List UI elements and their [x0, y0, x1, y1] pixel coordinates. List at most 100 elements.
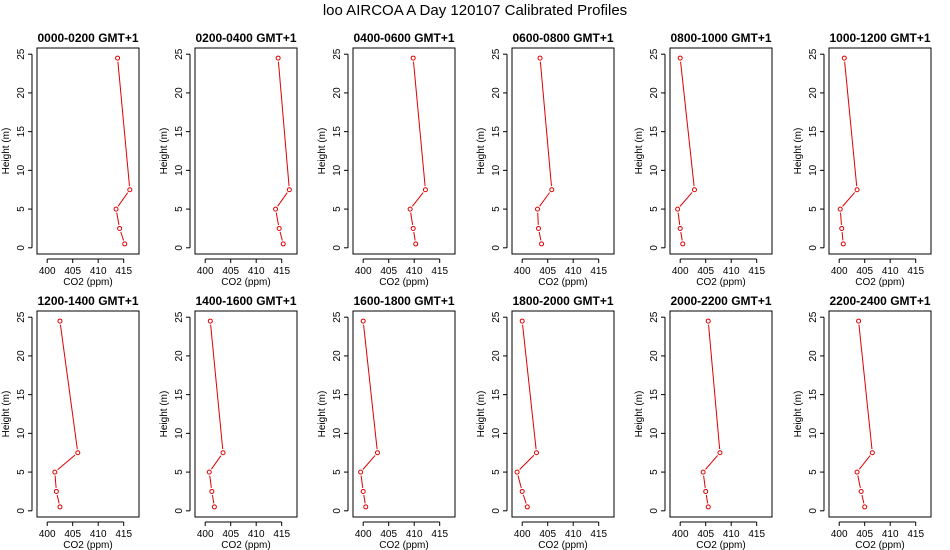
- y-tick-label: 15: [174, 389, 185, 401]
- y-tick-label: 0: [16, 508, 27, 514]
- x-axis-label: CO2 (ppm): [855, 540, 904, 550]
- plot-frame: [194, 310, 298, 518]
- panel-title: 0400-0600 GMT+1: [353, 31, 454, 45]
- y-axis-label: Height (m): [1, 128, 12, 175]
- plot-frame: [511, 310, 615, 518]
- y-tick-label: 20: [808, 87, 819, 99]
- profile-segment: [211, 494, 215, 504]
- x-axis-label: CO2 (ppm): [379, 540, 428, 550]
- profile-segment: [703, 475, 706, 488]
- data-point: [519, 318, 525, 324]
- x-axis-label: CO2 (ppm): [63, 277, 112, 288]
- y-tick-label: 20: [808, 350, 819, 362]
- x-axis-label: CO2 (ppm): [538, 540, 587, 550]
- profile-segment: [59, 324, 78, 450]
- data-point: [537, 55, 543, 61]
- y-tick-label: 25: [649, 311, 660, 323]
- data-point: [286, 187, 292, 193]
- y-axis-label: Height (m): [1, 391, 12, 438]
- y-axis-label: Height (m): [317, 128, 328, 175]
- data-point: [413, 241, 419, 247]
- x-tick-label: 410: [90, 266, 107, 277]
- y-tick-label: 20: [491, 350, 502, 362]
- profile-segment: [210, 455, 222, 470]
- plot-frame: [352, 310, 456, 518]
- profile-segment: [844, 61, 858, 187]
- data-point: [524, 504, 530, 510]
- y-tick-label: 15: [491, 389, 502, 401]
- x-tick-label: 400: [39, 529, 56, 540]
- y-tick-label: 25: [16, 311, 27, 323]
- profile-segment: [360, 475, 364, 488]
- profile-segment: [708, 324, 721, 450]
- y-tick-label: 0: [332, 508, 343, 514]
- profile-segment: [705, 494, 709, 504]
- data-point: [869, 450, 875, 456]
- x-tick-label: 400: [39, 266, 56, 277]
- x-tick-label: 405: [539, 529, 556, 540]
- x-tick-label: 415: [273, 266, 290, 277]
- data-point: [57, 504, 63, 510]
- y-tick-label: 10: [16, 427, 27, 439]
- data-point: [122, 241, 128, 247]
- plot-frame: [36, 47, 140, 255]
- y-tick-label: 0: [16, 245, 27, 251]
- y-tick-label: 10: [174, 164, 185, 176]
- panel-title: 1400-1600 GMT+1: [195, 294, 296, 308]
- x-tick-label: 410: [406, 266, 423, 277]
- panel-title: 1800-2000 GMT+1: [512, 294, 613, 308]
- y-tick-label: 10: [16, 164, 27, 176]
- profile-segment: [517, 475, 522, 489]
- profile-segment: [210, 324, 224, 450]
- profile-segment: [539, 192, 551, 207]
- profile-segment: [117, 61, 130, 187]
- y-tick-label: 25: [332, 48, 343, 60]
- data-point: [519, 488, 525, 494]
- y-tick-label: 5: [332, 206, 343, 212]
- profile-segment: [705, 455, 718, 470]
- x-tick-label: 400: [514, 266, 531, 277]
- y-tick-label: 25: [16, 48, 27, 60]
- y-tick-label: 5: [649, 206, 660, 212]
- x-axis-label: CO2 (ppm): [538, 277, 587, 288]
- x-tick-label: 415: [590, 529, 607, 540]
- profile-segment: [120, 231, 125, 241]
- y-tick-label: 25: [808, 311, 819, 323]
- data-point: [536, 225, 542, 231]
- profile-segment: [519, 454, 535, 470]
- y-tick-label: 20: [16, 350, 27, 362]
- y-tick-label: 20: [649, 87, 660, 99]
- data-point: [358, 469, 364, 475]
- panel-title: 0200-0400 GMT+1: [195, 31, 296, 45]
- x-tick-label: 405: [697, 529, 714, 540]
- profile-segment: [522, 324, 537, 450]
- plot-frame: [194, 47, 298, 255]
- x-tick-label: 405: [380, 529, 397, 540]
- y-tick-label: 0: [649, 245, 660, 251]
- profile-segment: [363, 324, 378, 450]
- plot-frame: [828, 310, 932, 518]
- y-tick-label: 10: [491, 164, 502, 176]
- data-point: [374, 450, 380, 456]
- y-tick-label: 15: [491, 126, 502, 138]
- profile-segment: [680, 61, 695, 187]
- panel-title: 1600-1800 GMT+1: [353, 294, 454, 308]
- data-point: [273, 206, 279, 212]
- y-tick-label: 25: [491, 311, 502, 323]
- plot-frame: [828, 47, 932, 255]
- plot-frame: [669, 47, 773, 255]
- x-tick-label: 405: [856, 266, 873, 277]
- y-tick-label: 15: [808, 126, 819, 138]
- profile-segment: [277, 192, 288, 207]
- data-point: [75, 450, 81, 456]
- x-tick-label: 405: [64, 529, 81, 540]
- data-point: [276, 225, 282, 231]
- x-axis-label: CO2 (ppm): [63, 540, 112, 550]
- panel-title: 2000-2200 GMT+1: [670, 294, 771, 308]
- data-point: [675, 206, 681, 212]
- y-tick-label: 0: [649, 508, 660, 514]
- data-point: [209, 488, 215, 494]
